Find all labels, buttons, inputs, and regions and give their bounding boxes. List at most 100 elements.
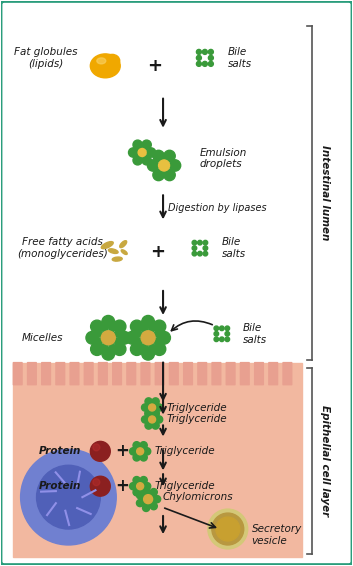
- Circle shape: [225, 332, 229, 336]
- Circle shape: [90, 476, 110, 496]
- Circle shape: [228, 530, 232, 534]
- Circle shape: [144, 494, 146, 497]
- Circle shape: [97, 332, 103, 337]
- Circle shape: [228, 524, 232, 528]
- Circle shape: [131, 342, 143, 355]
- Circle shape: [148, 503, 151, 505]
- Circle shape: [91, 342, 103, 355]
- Circle shape: [142, 498, 145, 501]
- Text: Bile
salts: Bile salts: [243, 323, 267, 345]
- Text: Triglyceride: Triglyceride: [154, 481, 215, 491]
- Circle shape: [208, 55, 213, 61]
- Circle shape: [202, 61, 207, 66]
- Circle shape: [130, 448, 137, 455]
- Circle shape: [126, 332, 138, 344]
- FancyBboxPatch shape: [254, 362, 264, 385]
- FancyBboxPatch shape: [55, 362, 65, 385]
- Circle shape: [192, 246, 197, 250]
- Text: Fat globules
(lipids): Fat globules (lipids): [14, 47, 77, 68]
- Circle shape: [203, 246, 208, 250]
- Circle shape: [152, 422, 159, 429]
- Circle shape: [164, 169, 175, 181]
- FancyBboxPatch shape: [169, 362, 179, 385]
- Circle shape: [143, 487, 150, 494]
- Circle shape: [224, 530, 228, 534]
- Text: Free fatty acids
(monoglycerides): Free fatty acids (monoglycerides): [17, 237, 108, 259]
- Circle shape: [151, 495, 154, 499]
- FancyBboxPatch shape: [126, 362, 136, 385]
- Circle shape: [142, 156, 151, 165]
- Circle shape: [130, 483, 137, 490]
- Circle shape: [154, 496, 161, 503]
- FancyBboxPatch shape: [84, 362, 94, 385]
- Circle shape: [137, 332, 143, 337]
- Circle shape: [151, 500, 154, 503]
- Circle shape: [220, 337, 224, 341]
- Circle shape: [192, 241, 197, 245]
- Circle shape: [225, 526, 230, 531]
- Circle shape: [142, 315, 155, 328]
- Circle shape: [164, 151, 175, 162]
- Circle shape: [225, 326, 229, 331]
- Circle shape: [118, 332, 131, 344]
- Ellipse shape: [101, 242, 113, 248]
- Text: +: +: [148, 57, 163, 75]
- Text: Triglyceride: Triglyceride: [154, 447, 215, 456]
- Circle shape: [91, 320, 103, 333]
- Ellipse shape: [121, 250, 127, 255]
- Text: Chylomicrons: Chylomicrons: [163, 492, 234, 502]
- Circle shape: [149, 416, 156, 423]
- Text: Triglyceride: Triglyceride: [167, 402, 228, 413]
- FancyBboxPatch shape: [140, 362, 150, 385]
- Circle shape: [145, 410, 152, 417]
- Circle shape: [158, 332, 170, 344]
- Circle shape: [198, 251, 202, 256]
- Text: Emulsion
droplets: Emulsion droplets: [200, 148, 247, 169]
- Circle shape: [152, 398, 159, 405]
- Circle shape: [141, 331, 155, 345]
- Circle shape: [140, 454, 147, 461]
- Circle shape: [225, 337, 229, 341]
- FancyBboxPatch shape: [211, 362, 221, 385]
- Text: Secretory
vesicle: Secretory vesicle: [252, 524, 302, 546]
- Ellipse shape: [108, 249, 118, 254]
- Circle shape: [144, 501, 146, 504]
- Circle shape: [133, 441, 140, 449]
- Circle shape: [148, 160, 159, 171]
- Circle shape: [150, 488, 157, 496]
- Circle shape: [153, 320, 166, 333]
- Circle shape: [137, 499, 144, 507]
- Circle shape: [214, 326, 219, 331]
- Circle shape: [140, 477, 147, 484]
- Circle shape: [192, 251, 197, 256]
- Circle shape: [212, 513, 244, 545]
- Circle shape: [142, 404, 149, 411]
- Circle shape: [102, 348, 115, 360]
- Circle shape: [169, 160, 181, 171]
- Text: Micelles: Micelles: [22, 333, 63, 343]
- Circle shape: [202, 49, 207, 54]
- Circle shape: [137, 448, 144, 455]
- FancyBboxPatch shape: [226, 362, 236, 385]
- Circle shape: [140, 441, 147, 449]
- Circle shape: [216, 517, 240, 541]
- Circle shape: [196, 61, 202, 66]
- Text: +: +: [151, 243, 166, 261]
- Text: +: +: [115, 477, 129, 495]
- Circle shape: [142, 140, 151, 149]
- Circle shape: [222, 527, 226, 531]
- Circle shape: [153, 169, 164, 181]
- Circle shape: [102, 343, 108, 349]
- Circle shape: [152, 410, 159, 417]
- Circle shape: [158, 160, 169, 171]
- Text: Intestinal lumen: Intestinal lumen: [321, 145, 330, 241]
- FancyBboxPatch shape: [197, 362, 207, 385]
- Circle shape: [90, 441, 110, 461]
- Circle shape: [137, 338, 143, 344]
- Circle shape: [133, 477, 140, 484]
- Circle shape: [154, 332, 159, 337]
- Circle shape: [208, 509, 248, 549]
- Circle shape: [203, 241, 208, 245]
- FancyBboxPatch shape: [112, 362, 122, 385]
- Circle shape: [214, 332, 219, 336]
